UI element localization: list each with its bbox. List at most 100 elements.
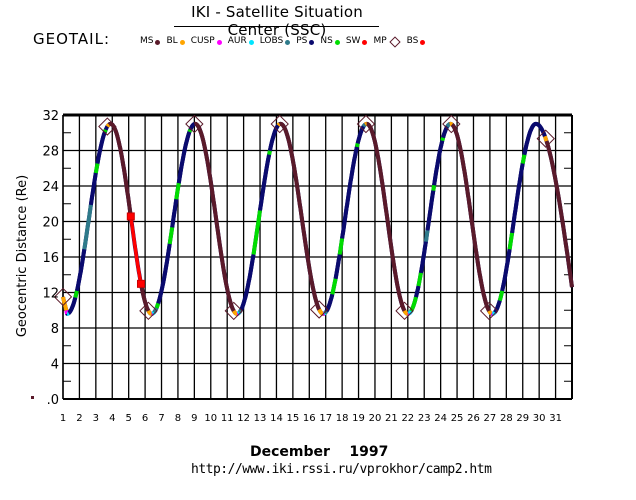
orbit-segment-ps <box>425 190 436 231</box>
x-tick-label: 3 <box>93 413 99 424</box>
orbit-segment-ns <box>167 226 175 245</box>
mp-marker <box>270 114 289 134</box>
orbit-segment-ps <box>95 131 107 164</box>
legend-label: SW <box>345 36 361 46</box>
orbit-segment-ns <box>187 128 193 134</box>
legend-label: BL <box>166 36 178 46</box>
x-tick-label: 31 <box>549 413 562 424</box>
x-tick-label: 27 <box>484 413 497 424</box>
mp-marker <box>139 301 158 321</box>
legend-label: PS <box>296 36 308 46</box>
legend-swatch-lobs <box>285 40 291 45</box>
orbit-segment-ps <box>258 154 272 211</box>
legend-item-bl: BL <box>166 36 185 46</box>
crossing-markers <box>53 114 555 321</box>
orbit-segment-ns <box>93 163 100 174</box>
orbit-segment-lobs <box>445 122 452 129</box>
x-tick-label: 15 <box>287 413 300 424</box>
source-url[interactable]: http://www.iki.rssi.ru/vprokhor/camp2.ht… <box>191 462 492 477</box>
chart-title: IKI - Satellite Situation Center (SSC) <box>191 3 363 39</box>
legend-item-ps: PS <box>296 36 315 46</box>
x-tick-label: 4 <box>109 413 115 424</box>
orbit-segment-ps <box>188 122 196 131</box>
orbit-segment-lobs <box>82 204 93 250</box>
orbit-segment-ns <box>520 154 527 164</box>
legend-swatch-ms <box>155 40 161 45</box>
orbit-segment-ms <box>450 123 491 313</box>
x-tick-label: 24 <box>434 413 447 424</box>
orbit-segment-ps <box>170 199 179 228</box>
mp-marker <box>53 287 73 307</box>
orbit-segment-ps <box>239 254 256 311</box>
orbit-segment-bl <box>317 308 325 316</box>
orbit-segment-bl <box>363 121 369 127</box>
mp-marker <box>442 114 461 134</box>
x-tick-label: 16 <box>303 413 316 424</box>
orbit-segment-ps <box>333 254 342 280</box>
orbit-segment-ns <box>354 142 360 148</box>
legend-swatch-bs <box>420 40 426 45</box>
orbit-segment-cusp <box>64 309 70 315</box>
y-tick-label: 24 <box>42 180 59 195</box>
orbit-segment-ps <box>156 243 172 304</box>
orbit-segment-ps <box>432 140 445 186</box>
orbit-segment-aur <box>150 310 156 316</box>
mp-marker <box>356 114 376 134</box>
y-tick-label: 32 <box>42 109 59 124</box>
origin-mark <box>31 396 34 399</box>
orbit-segment-ms <box>365 121 407 312</box>
orbit-segment-ps <box>493 299 502 314</box>
orbit-segment-aur <box>407 309 413 316</box>
x-tick-label: 7 <box>158 413 164 424</box>
legend-item-bs: BS <box>407 36 426 46</box>
mp-marker <box>536 129 555 148</box>
orbit-segment-ns <box>431 184 437 192</box>
orbit-segment-ps <box>88 172 98 206</box>
x-tick-label: 21 <box>385 413 398 424</box>
orbit-segment-ps <box>414 285 421 298</box>
orbit-segment-ps <box>418 241 428 274</box>
legend-swatch-sw <box>362 40 368 45</box>
orbit-segment-ns <box>174 182 181 200</box>
legend-swatch-bl <box>179 40 185 45</box>
orbit-segment-ns <box>409 296 418 313</box>
legend-swatch-cusp <box>216 40 222 45</box>
legend-label: BS <box>406 36 419 46</box>
x-tick-label: 9 <box>191 413 197 424</box>
orbit-segment-ms <box>139 283 151 313</box>
legend-item-ns: NS <box>320 36 340 46</box>
orbit-segment-aur <box>65 311 71 316</box>
orbit-segment-ns <box>330 278 338 295</box>
orbit-segment-lobs <box>423 230 430 242</box>
y-tick-label: 28 <box>42 145 59 160</box>
legend-item-sw: SW <box>346 36 368 46</box>
orbit-segment-ns <box>267 149 272 156</box>
orbit-segment-bl <box>543 135 549 142</box>
x-tick-label: 22 <box>401 413 414 424</box>
legend-label: MS <box>140 36 154 46</box>
orbit-segment-ms <box>192 121 236 313</box>
orbit-segment-ps <box>340 146 359 239</box>
orbit-segment-ns <box>416 272 423 287</box>
y-tick-label: .0 <box>47 393 59 408</box>
orbit-segment-aur <box>490 310 497 316</box>
y-tick-label: 8 <box>51 322 59 337</box>
orbit-segment-ps <box>67 297 78 315</box>
orbit-segment-ms <box>544 140 574 288</box>
orbit-segment-ps <box>500 248 512 292</box>
x-tick-label: 26 <box>467 413 480 424</box>
orbit-segment-ps <box>267 123 280 152</box>
legend-swatch-ns <box>334 40 340 45</box>
y-tick-label: 12 <box>42 287 59 302</box>
orbit-track <box>61 121 574 316</box>
orbit-segment-bl <box>402 309 410 316</box>
legend-item-mp: MP <box>373 36 401 48</box>
x-tick-label: 6 <box>142 413 148 424</box>
orbit-segment-ps <box>176 131 192 184</box>
legend-label: LOBS <box>259 36 284 46</box>
y-axis-label: Geocentric Distance (Re) <box>15 175 30 337</box>
orbit-segment-bl <box>487 309 494 316</box>
orbit-segment-ns <box>440 136 446 142</box>
x-axis-month: December 1997 <box>250 444 389 460</box>
